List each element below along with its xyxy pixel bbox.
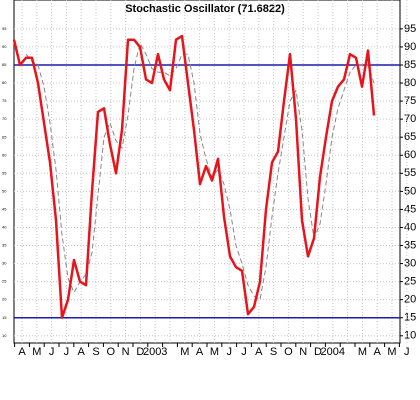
y-tick-label: 15 bbox=[404, 312, 416, 324]
y-tick-label: 35 bbox=[404, 239, 416, 251]
y-tick-label-left: 40 bbox=[2, 225, 7, 230]
y-tick-label-left: 75 bbox=[2, 98, 7, 103]
x-tick-label: J bbox=[64, 346, 70, 358]
y-tick-label: 95 bbox=[404, 23, 416, 35]
y-tick-label: 45 bbox=[404, 203, 416, 215]
y-tick-label: 20 bbox=[404, 294, 416, 306]
y-tick-label: 55 bbox=[404, 167, 416, 179]
y-tick-label-left: 70 bbox=[2, 116, 7, 121]
y-tick-label-left: 30 bbox=[2, 261, 7, 266]
y-tick-label: 30 bbox=[404, 257, 416, 269]
y-tick-label-left: 65 bbox=[2, 134, 7, 139]
y-tick-label-left: 10 bbox=[2, 333, 7, 338]
y-tick-label-left: 85 bbox=[2, 62, 7, 67]
x-tick-label: 2003 bbox=[143, 346, 167, 358]
x-tick-label: 2004 bbox=[321, 346, 345, 358]
x-tick-label: S bbox=[92, 346, 99, 358]
y-tick-label: 75 bbox=[404, 95, 416, 107]
x-tick-label: N bbox=[299, 346, 307, 358]
x-tick-label: J bbox=[404, 346, 410, 358]
y-tick-label-left: 95 bbox=[2, 26, 7, 31]
y-tick-label: 60 bbox=[404, 149, 416, 161]
y-tick-label-left: 35 bbox=[2, 243, 7, 248]
y-tick-label-left: 60 bbox=[2, 152, 7, 157]
y-tick-label: 40 bbox=[404, 221, 416, 233]
chart-title: Stochastic Oscillator (71.6822) bbox=[125, 3, 285, 15]
x-tick-label: J bbox=[241, 346, 247, 358]
x-tick-label: O bbox=[107, 346, 116, 358]
x-tick-label: J bbox=[49, 346, 55, 358]
y-tick-label: 10 bbox=[404, 330, 416, 342]
y-tick-label-left: 80 bbox=[2, 80, 7, 85]
x-tick-label: M bbox=[180, 346, 189, 358]
x-tick-label: D bbox=[314, 346, 322, 358]
x-tick-label: M bbox=[210, 346, 219, 358]
x-tick-label: M bbox=[32, 346, 41, 358]
x-tick-label: D bbox=[136, 346, 144, 358]
y-tick-label-left: 45 bbox=[2, 206, 7, 211]
y-tick-label: 90 bbox=[404, 41, 416, 53]
y-tick-label-left: 50 bbox=[2, 188, 7, 193]
x-tick-label: S bbox=[270, 346, 277, 358]
y-tick-label: 85 bbox=[404, 59, 416, 71]
series-line bbox=[12, 34, 376, 319]
x-tick-label: A bbox=[78, 346, 86, 358]
x-tick-label: O bbox=[284, 346, 293, 358]
y-tick-label-left: 55 bbox=[2, 170, 7, 175]
x-tick-label: A bbox=[255, 346, 263, 358]
y-tick-label-left: 20 bbox=[2, 297, 7, 302]
y-tick-label: 80 bbox=[404, 77, 416, 89]
y-tick-label: 65 bbox=[404, 131, 416, 143]
y-tick-label: 70 bbox=[404, 113, 416, 125]
x-tick-label: A bbox=[18, 346, 26, 358]
x-tick-label: A bbox=[374, 346, 382, 358]
y-tick-label: 25 bbox=[404, 276, 416, 288]
x-tick-label: M bbox=[358, 346, 367, 358]
y-tick-label-left: 15 bbox=[2, 315, 7, 320]
y-tick-label-left: 25 bbox=[2, 279, 7, 284]
y-tick-label-left: 90 bbox=[2, 44, 7, 49]
x-tick-label: J bbox=[226, 346, 232, 358]
x-tick-label: A bbox=[196, 346, 204, 358]
x-tick-label: N bbox=[122, 346, 130, 358]
series-line bbox=[25, 42, 375, 301]
y-tick-label: 50 bbox=[404, 185, 416, 197]
x-tick-label: M bbox=[387, 346, 396, 358]
